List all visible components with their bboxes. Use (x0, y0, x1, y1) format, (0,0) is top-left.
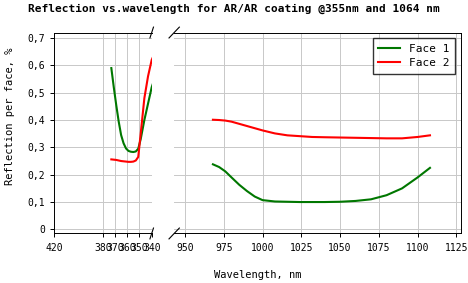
Text: Wavelength, nm: Wavelength, nm (214, 270, 301, 280)
Text: Reflection vs.wavelength for AR/AR coating @355nm and 1064 nm: Reflection vs.wavelength for AR/AR coati… (28, 4, 440, 14)
Text: Reflection per face, %: Reflection per face, % (5, 48, 15, 185)
Legend: Face 1, Face 2: Face 1, Face 2 (373, 38, 455, 74)
